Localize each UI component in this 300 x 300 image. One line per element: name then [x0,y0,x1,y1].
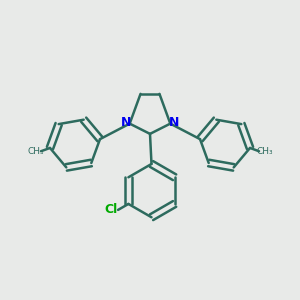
Text: CH₃: CH₃ [256,147,273,156]
Text: N: N [121,116,131,129]
Text: N: N [169,116,179,129]
Text: Cl: Cl [104,203,117,216]
Text: CH₃: CH₃ [27,147,44,156]
